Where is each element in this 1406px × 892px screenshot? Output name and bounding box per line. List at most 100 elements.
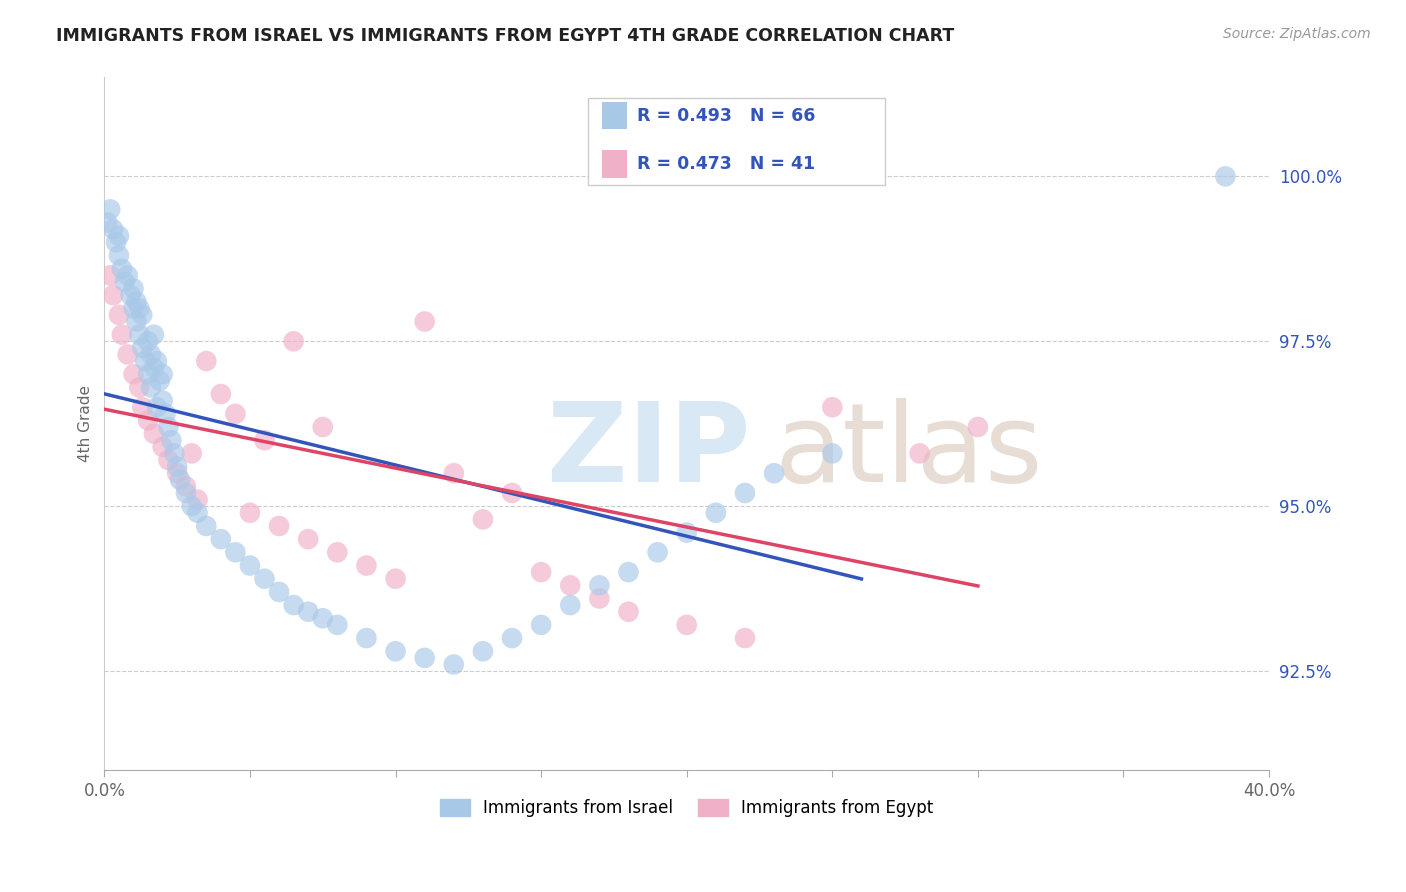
Point xyxy=(139,380,162,394)
Point xyxy=(131,341,153,355)
Point xyxy=(146,401,169,415)
Point xyxy=(239,506,262,520)
Legend: Immigrants from Israel, Immigrants from Egypt: Immigrants from Israel, Immigrants from … xyxy=(433,792,941,824)
Point xyxy=(617,565,640,579)
FancyBboxPatch shape xyxy=(602,102,627,129)
Point xyxy=(131,308,153,322)
Point xyxy=(160,434,183,448)
Point xyxy=(908,446,931,460)
Point xyxy=(101,222,124,236)
Point xyxy=(163,446,186,460)
Text: Source: ZipAtlas.com: Source: ZipAtlas.com xyxy=(1223,27,1371,41)
Point xyxy=(155,407,177,421)
Point xyxy=(195,519,218,533)
Point xyxy=(136,368,159,382)
Point xyxy=(166,459,188,474)
Point xyxy=(356,558,378,573)
Point xyxy=(530,618,553,632)
Point xyxy=(1215,169,1237,184)
Point xyxy=(209,387,232,401)
Point xyxy=(312,611,335,625)
Point xyxy=(139,347,162,361)
Point xyxy=(152,393,174,408)
Point xyxy=(734,486,756,500)
Point xyxy=(224,545,246,559)
Point xyxy=(128,327,150,342)
Point xyxy=(560,578,582,592)
Point xyxy=(157,420,180,434)
Point xyxy=(267,519,290,533)
Point xyxy=(98,268,121,283)
Point xyxy=(675,618,697,632)
Point xyxy=(117,268,139,283)
Point xyxy=(108,308,131,322)
Point xyxy=(413,314,436,328)
Point xyxy=(967,420,990,434)
Point xyxy=(617,605,640,619)
Point xyxy=(413,651,436,665)
Point xyxy=(174,479,197,493)
Y-axis label: 4th Grade: 4th Grade xyxy=(79,385,93,462)
Point xyxy=(152,440,174,454)
Point xyxy=(128,301,150,316)
Text: IMMIGRANTS FROM ISRAEL VS IMMIGRANTS FROM EGYPT 4TH GRADE CORRELATION CHART: IMMIGRANTS FROM ISRAEL VS IMMIGRANTS FRO… xyxy=(56,27,955,45)
Point xyxy=(149,374,172,388)
Point xyxy=(128,380,150,394)
Point xyxy=(152,368,174,382)
Point xyxy=(297,532,319,546)
Point xyxy=(187,506,209,520)
Point xyxy=(763,466,786,480)
Point xyxy=(174,486,197,500)
Point xyxy=(101,288,124,302)
Point xyxy=(312,420,335,434)
Point xyxy=(209,532,232,546)
Point xyxy=(821,446,844,460)
Point xyxy=(501,486,523,500)
Point xyxy=(111,261,134,276)
Point xyxy=(588,591,610,606)
Point xyxy=(157,453,180,467)
Point xyxy=(530,565,553,579)
Point xyxy=(142,360,165,375)
Point xyxy=(134,354,156,368)
Text: atlas: atlas xyxy=(775,398,1043,505)
Point xyxy=(821,401,844,415)
Point xyxy=(384,644,406,658)
Point xyxy=(471,512,494,526)
Point xyxy=(239,558,262,573)
Point xyxy=(647,545,669,559)
Text: ZIP: ZIP xyxy=(547,398,751,505)
Text: R = 0.493   N = 66: R = 0.493 N = 66 xyxy=(637,106,815,125)
Point xyxy=(195,354,218,368)
Point xyxy=(142,426,165,441)
Point xyxy=(131,401,153,415)
Point xyxy=(136,413,159,427)
Point xyxy=(588,578,610,592)
Point xyxy=(166,466,188,480)
Point xyxy=(471,644,494,658)
Point xyxy=(180,499,202,513)
Point xyxy=(734,631,756,645)
Point xyxy=(120,288,142,302)
Point xyxy=(326,545,349,559)
Point xyxy=(675,525,697,540)
Point xyxy=(169,473,191,487)
Point xyxy=(108,228,131,243)
Point xyxy=(114,275,136,289)
Point xyxy=(253,572,276,586)
Point xyxy=(111,327,134,342)
Point xyxy=(108,248,131,262)
Point xyxy=(297,605,319,619)
Point xyxy=(180,446,202,460)
Point xyxy=(146,354,169,368)
Point xyxy=(326,618,349,632)
FancyBboxPatch shape xyxy=(602,150,627,178)
Point xyxy=(105,235,128,250)
Point xyxy=(136,334,159,349)
Point xyxy=(704,506,727,520)
Point xyxy=(283,334,305,349)
Point xyxy=(224,407,246,421)
Point xyxy=(142,327,165,342)
Point xyxy=(125,294,148,309)
Point xyxy=(187,492,209,507)
